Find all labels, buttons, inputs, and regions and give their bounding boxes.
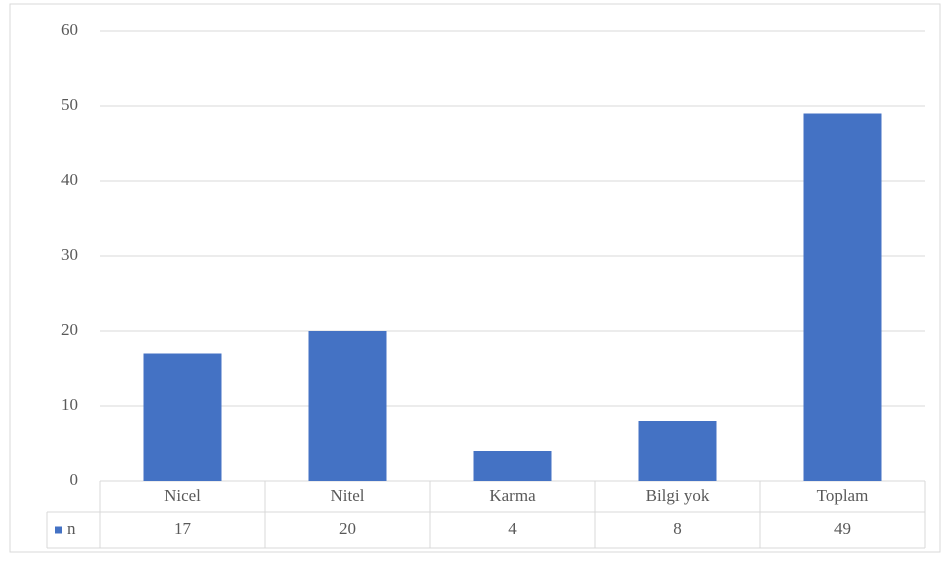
table-value: 49 bbox=[834, 519, 851, 538]
x-tick-label: Nitel bbox=[331, 486, 365, 505]
table-value: 4 bbox=[508, 519, 517, 538]
legend-swatch bbox=[55, 526, 62, 534]
y-tick-label: 20 bbox=[61, 320, 78, 339]
y-tick-label: 0 bbox=[70, 470, 79, 489]
x-tick-label: Nicel bbox=[164, 486, 201, 505]
y-tick-label: 30 bbox=[61, 245, 78, 264]
bar bbox=[143, 353, 222, 481]
x-tick-label: Toplam bbox=[817, 486, 869, 505]
y-tick-label: 10 bbox=[61, 395, 78, 414]
y-tick-label: 60 bbox=[61, 20, 78, 39]
x-tick-label: Bilgi yok bbox=[646, 486, 710, 505]
y-tick-label: 50 bbox=[61, 95, 78, 114]
table-value: 20 bbox=[339, 519, 356, 538]
bar bbox=[473, 451, 552, 481]
bar bbox=[308, 331, 387, 481]
x-tick-label: Karma bbox=[489, 486, 536, 505]
table-value: 8 bbox=[673, 519, 682, 538]
bar bbox=[638, 421, 717, 481]
legend-label: n bbox=[67, 519, 76, 538]
bar bbox=[803, 113, 882, 481]
y-tick-label: 40 bbox=[61, 170, 78, 189]
table-value: 17 bbox=[174, 519, 192, 538]
